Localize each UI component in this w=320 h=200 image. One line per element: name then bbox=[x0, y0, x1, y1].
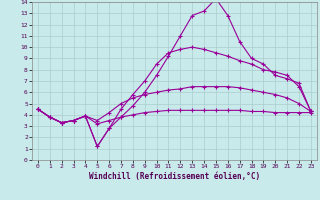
X-axis label: Windchill (Refroidissement éolien,°C): Windchill (Refroidissement éolien,°C) bbox=[89, 172, 260, 181]
